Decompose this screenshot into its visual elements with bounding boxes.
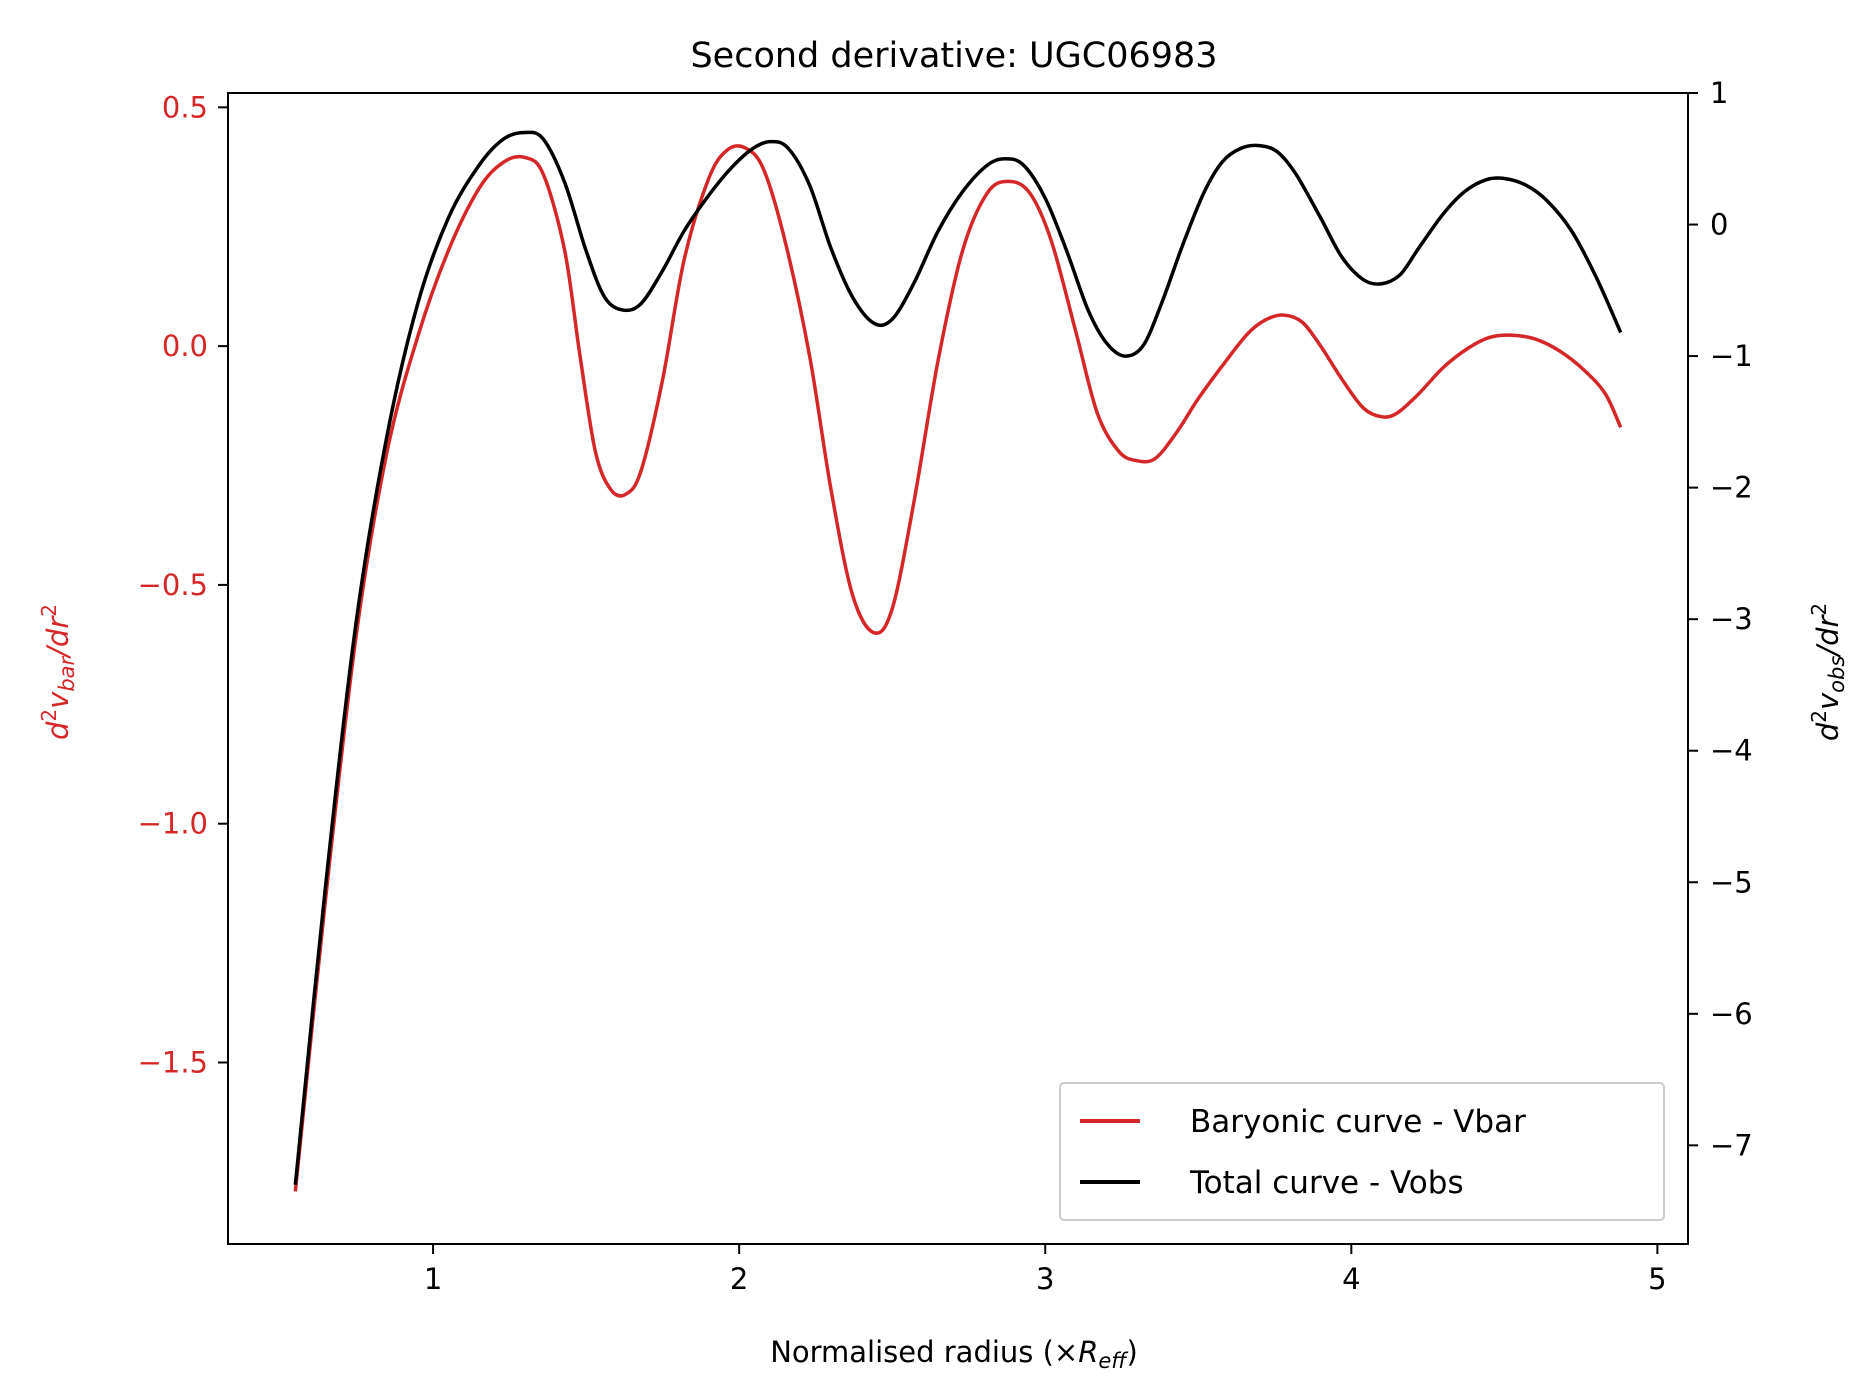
y-right-tick-label: −2 — [1710, 471, 1753, 505]
y-left-label-sup2: 2 — [37, 604, 61, 617]
x-axis-label-var: R — [1078, 1335, 1098, 1369]
legend-label-baryonic: Baryonic curve - Vbar — [1190, 1104, 1526, 1140]
series-line-total — [293, 130, 1623, 1185]
y-left-tick-label: −0.5 — [138, 568, 208, 602]
y-right-tick-label: −3 — [1710, 602, 1753, 636]
x-tick-label: 4 — [1342, 1262, 1360, 1296]
x-tick-label: 5 — [1648, 1262, 1666, 1296]
y-left-label-sub: bar — [55, 655, 79, 691]
y-axis-left-label: d2vbar/dr2 — [37, 604, 79, 740]
x-axis-label: Normalised radius (×Reff) — [770, 1335, 1138, 1373]
y-left-label-dr: /dr — [41, 615, 75, 660]
x-tick-label: 2 — [730, 1262, 748, 1296]
y-axis-right: 1 0 −1 −2 −3 −4 −5 −6 −7 — [1688, 76, 1753, 1162]
y-right-tick-label: −5 — [1710, 865, 1753, 899]
y-right-label-dr: /dr — [1811, 614, 1845, 659]
y-left-label-sup: 2 — [37, 709, 61, 722]
y-left-tick-label: −1.5 — [138, 1046, 208, 1080]
x-tick-label: 3 — [1036, 1262, 1054, 1296]
y-left-tick-label: 0.5 — [162, 90, 208, 124]
y-right-label-sup: 2 — [1807, 710, 1831, 723]
y-right-label-v: v — [1811, 692, 1845, 710]
x-axis: 1 2 3 4 5 — [424, 1244, 1667, 1296]
series-line-baryonic — [293, 144, 1623, 1192]
y-axis-left: 0.5 0.0 −0.5 −1.0 −1.5 — [138, 90, 228, 1080]
series-layer — [293, 130, 1623, 1192]
legend-label-total: Total curve - Vobs — [1189, 1165, 1464, 1201]
y-right-label-sup2: 2 — [1807, 603, 1831, 616]
x-axis-label-suffix: ) — [1126, 1335, 1137, 1369]
y-left-label-v: v — [41, 691, 75, 709]
y-right-tick-label: −4 — [1710, 734, 1753, 768]
y-right-tick-label: −7 — [1710, 1128, 1753, 1162]
x-axis-label-sub: eff — [1098, 1349, 1129, 1373]
chart-title: Second derivative: UGC06983 — [690, 36, 1217, 76]
y-right-tick-label: −6 — [1710, 997, 1753, 1031]
legend: Baryonic curve - Vbar Total curve - Vobs — [1059, 1082, 1665, 1221]
y-right-tick-label: 0 — [1710, 208, 1728, 242]
y-left-tick-label: −1.0 — [138, 807, 208, 841]
y-right-tick-label: 1 — [1710, 76, 1728, 110]
y-right-tick-label: −1 — [1710, 339, 1753, 373]
x-tick-label: 1 — [424, 1262, 442, 1296]
y-right-label-sub: obs — [1825, 656, 1849, 693]
y-left-label-d: d — [41, 721, 75, 740]
legend-box — [1059, 1082, 1665, 1221]
plot-frame — [227, 92, 1689, 1245]
y-axis-right-label: d2vobs/dr2 — [1807, 603, 1849, 741]
y-right-label-d: d — [1811, 722, 1845, 741]
x-axis-label-prefix: Normalised radius (× — [770, 1335, 1078, 1369]
y-left-tick-label: 0.0 — [162, 329, 208, 363]
